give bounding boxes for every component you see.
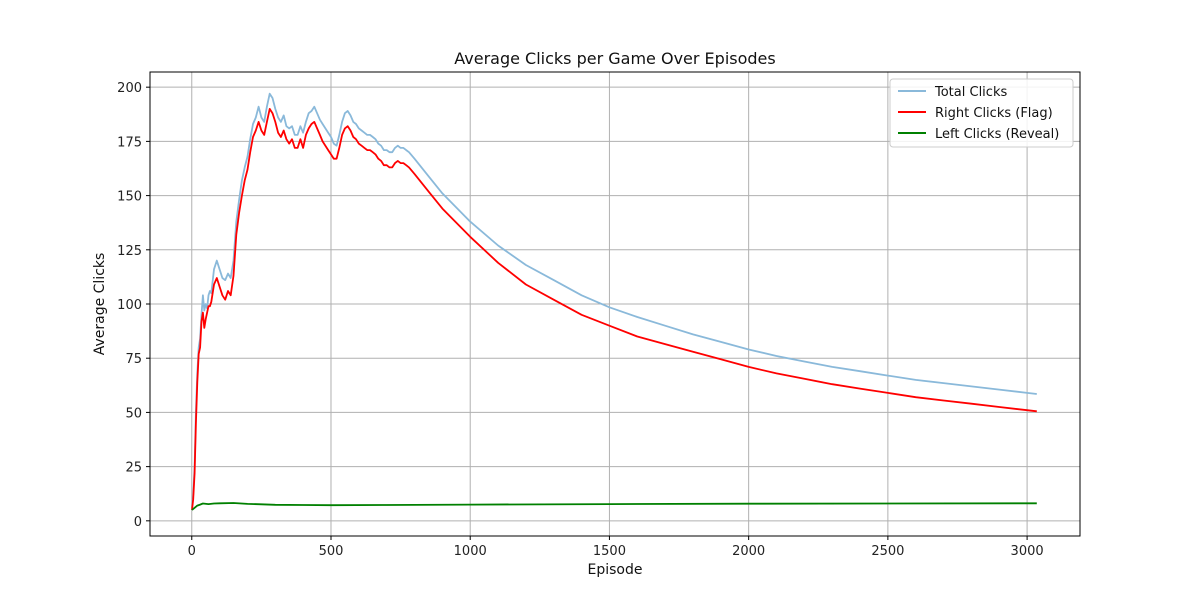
x-tick-label: 500 — [319, 544, 344, 559]
legend-label-right: Right Clicks (Flag) — [935, 106, 1053, 121]
grid-lines — [150, 72, 1080, 536]
x-tick-label: 2000 — [732, 544, 765, 559]
y-tick-label: 175 — [117, 135, 142, 150]
y-tick-label: 75 — [125, 352, 142, 367]
y-tick-label: 150 — [117, 190, 142, 205]
series-line-total-clicks — [191, 92, 1037, 508]
x-axis-ticks: 0 500 1000 1500 2000 2500 3000 — [188, 536, 1044, 559]
chart-title: Average Clicks per Game Over Episodes — [454, 49, 775, 68]
x-axis-label: Episode — [588, 562, 643, 578]
y-tick-label: 0 — [134, 515, 142, 530]
y-tick-label: 200 — [117, 81, 142, 96]
x-tick-label: 1500 — [593, 544, 626, 559]
y-tick-label: 125 — [117, 244, 142, 259]
x-tick-label: 1000 — [454, 544, 487, 559]
series-line-right-clicks — [191, 108, 1037, 511]
y-tick-label: 25 — [125, 461, 142, 476]
x-tick-label: 2500 — [871, 544, 904, 559]
x-tick-label: 0 — [188, 544, 196, 559]
plot-area — [191, 92, 1037, 511]
y-axis-ticks: 0 25 50 75 100 125 150 175 200 — [117, 81, 150, 530]
y-tick-label: 100 — [117, 298, 142, 313]
legend: Total Clicks Right Clicks (Flag) Left Cl… — [889, 78, 1074, 148]
legend-box — [889, 78, 1074, 148]
legend-label-total: Total Clicks — [934, 85, 1007, 100]
y-tick-label: 50 — [125, 406, 142, 421]
series-line-left-clicks — [191, 502, 1037, 511]
x-tick-label: 3000 — [1011, 544, 1044, 559]
y-axis-label: Average Clicks — [92, 253, 108, 356]
legend-label-left: Left Clicks (Reveal) — [935, 127, 1059, 142]
